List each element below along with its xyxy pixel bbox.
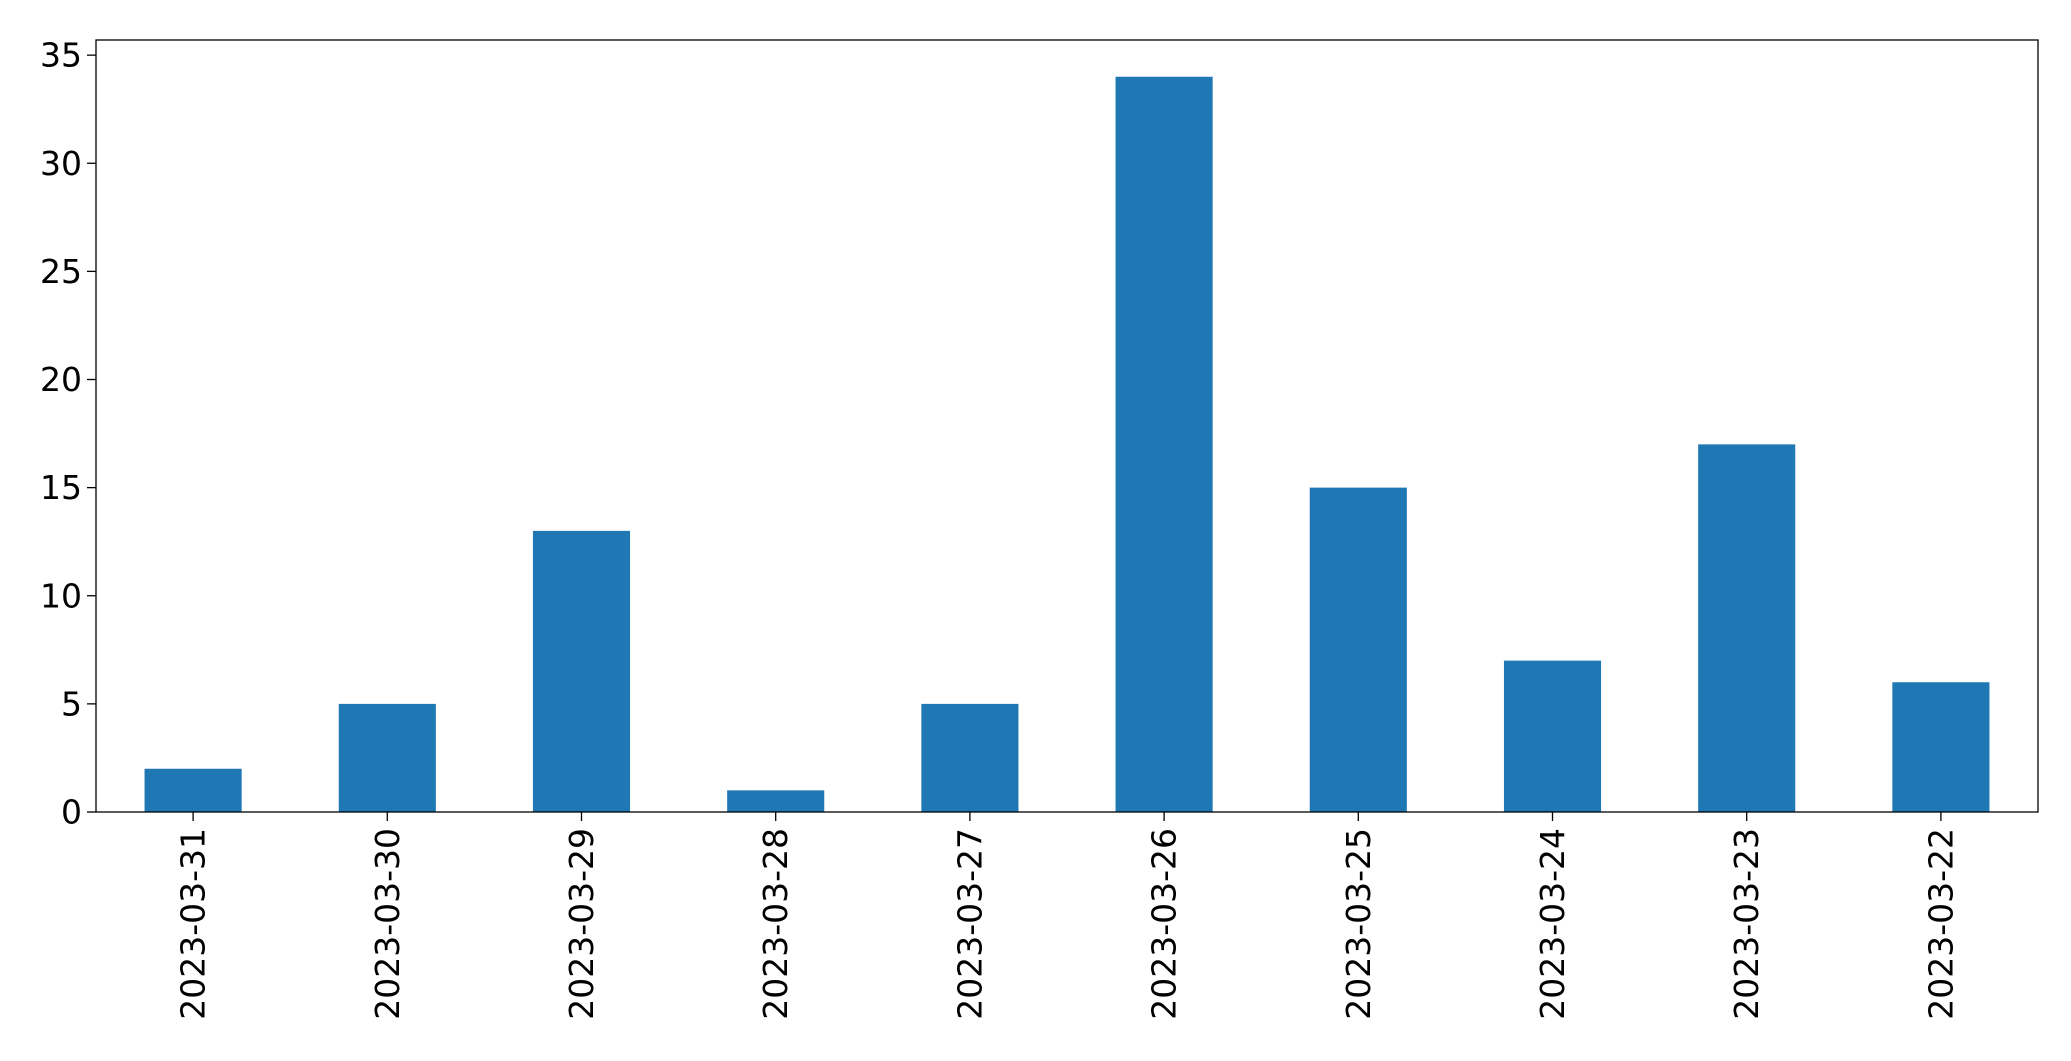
bar-2023-03-28	[727, 790, 825, 812]
bar-2023-03-31	[144, 768, 242, 812]
bar-2023-03-29	[532, 530, 631, 812]
y-tick-label: 0	[61, 793, 82, 832]
bar-2023-03-25	[1309, 487, 1407, 812]
x-axis: 2023-03-31 2023-03-30 2023-03-29 2023-03-28…	[174, 812, 1960, 1020]
x-tick-label: 2023-03-22	[1921, 828, 1960, 1020]
bar-2023-03-30	[338, 703, 436, 812]
bar-2023-03-26	[1115, 76, 1213, 812]
y-tick-label: 25	[40, 252, 82, 291]
x-tick-label: 2023-03-26	[1145, 828, 1184, 1020]
y-tick-label: 30	[40, 144, 82, 183]
bar-2023-03-23	[1698, 444, 1796, 812]
y-tick-label: 20	[40, 360, 82, 399]
x-tick-label: 2023-03-28	[756, 828, 795, 1020]
x-tick-label: 2023-03-31	[174, 828, 213, 1020]
x-tick-label: 2023-03-24	[1533, 828, 1572, 1020]
plot-frame	[95, 39, 2039, 813]
x-tick-label: 2023-03-30	[368, 828, 407, 1020]
y-tick-label: 35	[40, 36, 82, 75]
y-tick-label: 5	[61, 684, 82, 723]
y-tick-label: 15	[40, 468, 82, 507]
bars-group	[144, 76, 1990, 812]
y-axis: 0 5 10 15 20 25 30 35	[40, 36, 96, 832]
x-tick-label: 2023-03-27	[950, 828, 989, 1020]
bar-2023-03-24	[1503, 660, 1602, 812]
x-tick-label: 2023-03-29	[562, 828, 601, 1020]
x-tick-label: 2023-03-23	[1727, 828, 1766, 1020]
x-tick-label: 2023-03-25	[1339, 828, 1378, 1020]
bar-2023-03-22	[1892, 682, 1990, 812]
y-tick-label: 10	[40, 576, 82, 615]
bar-2023-03-27	[921, 703, 1019, 812]
